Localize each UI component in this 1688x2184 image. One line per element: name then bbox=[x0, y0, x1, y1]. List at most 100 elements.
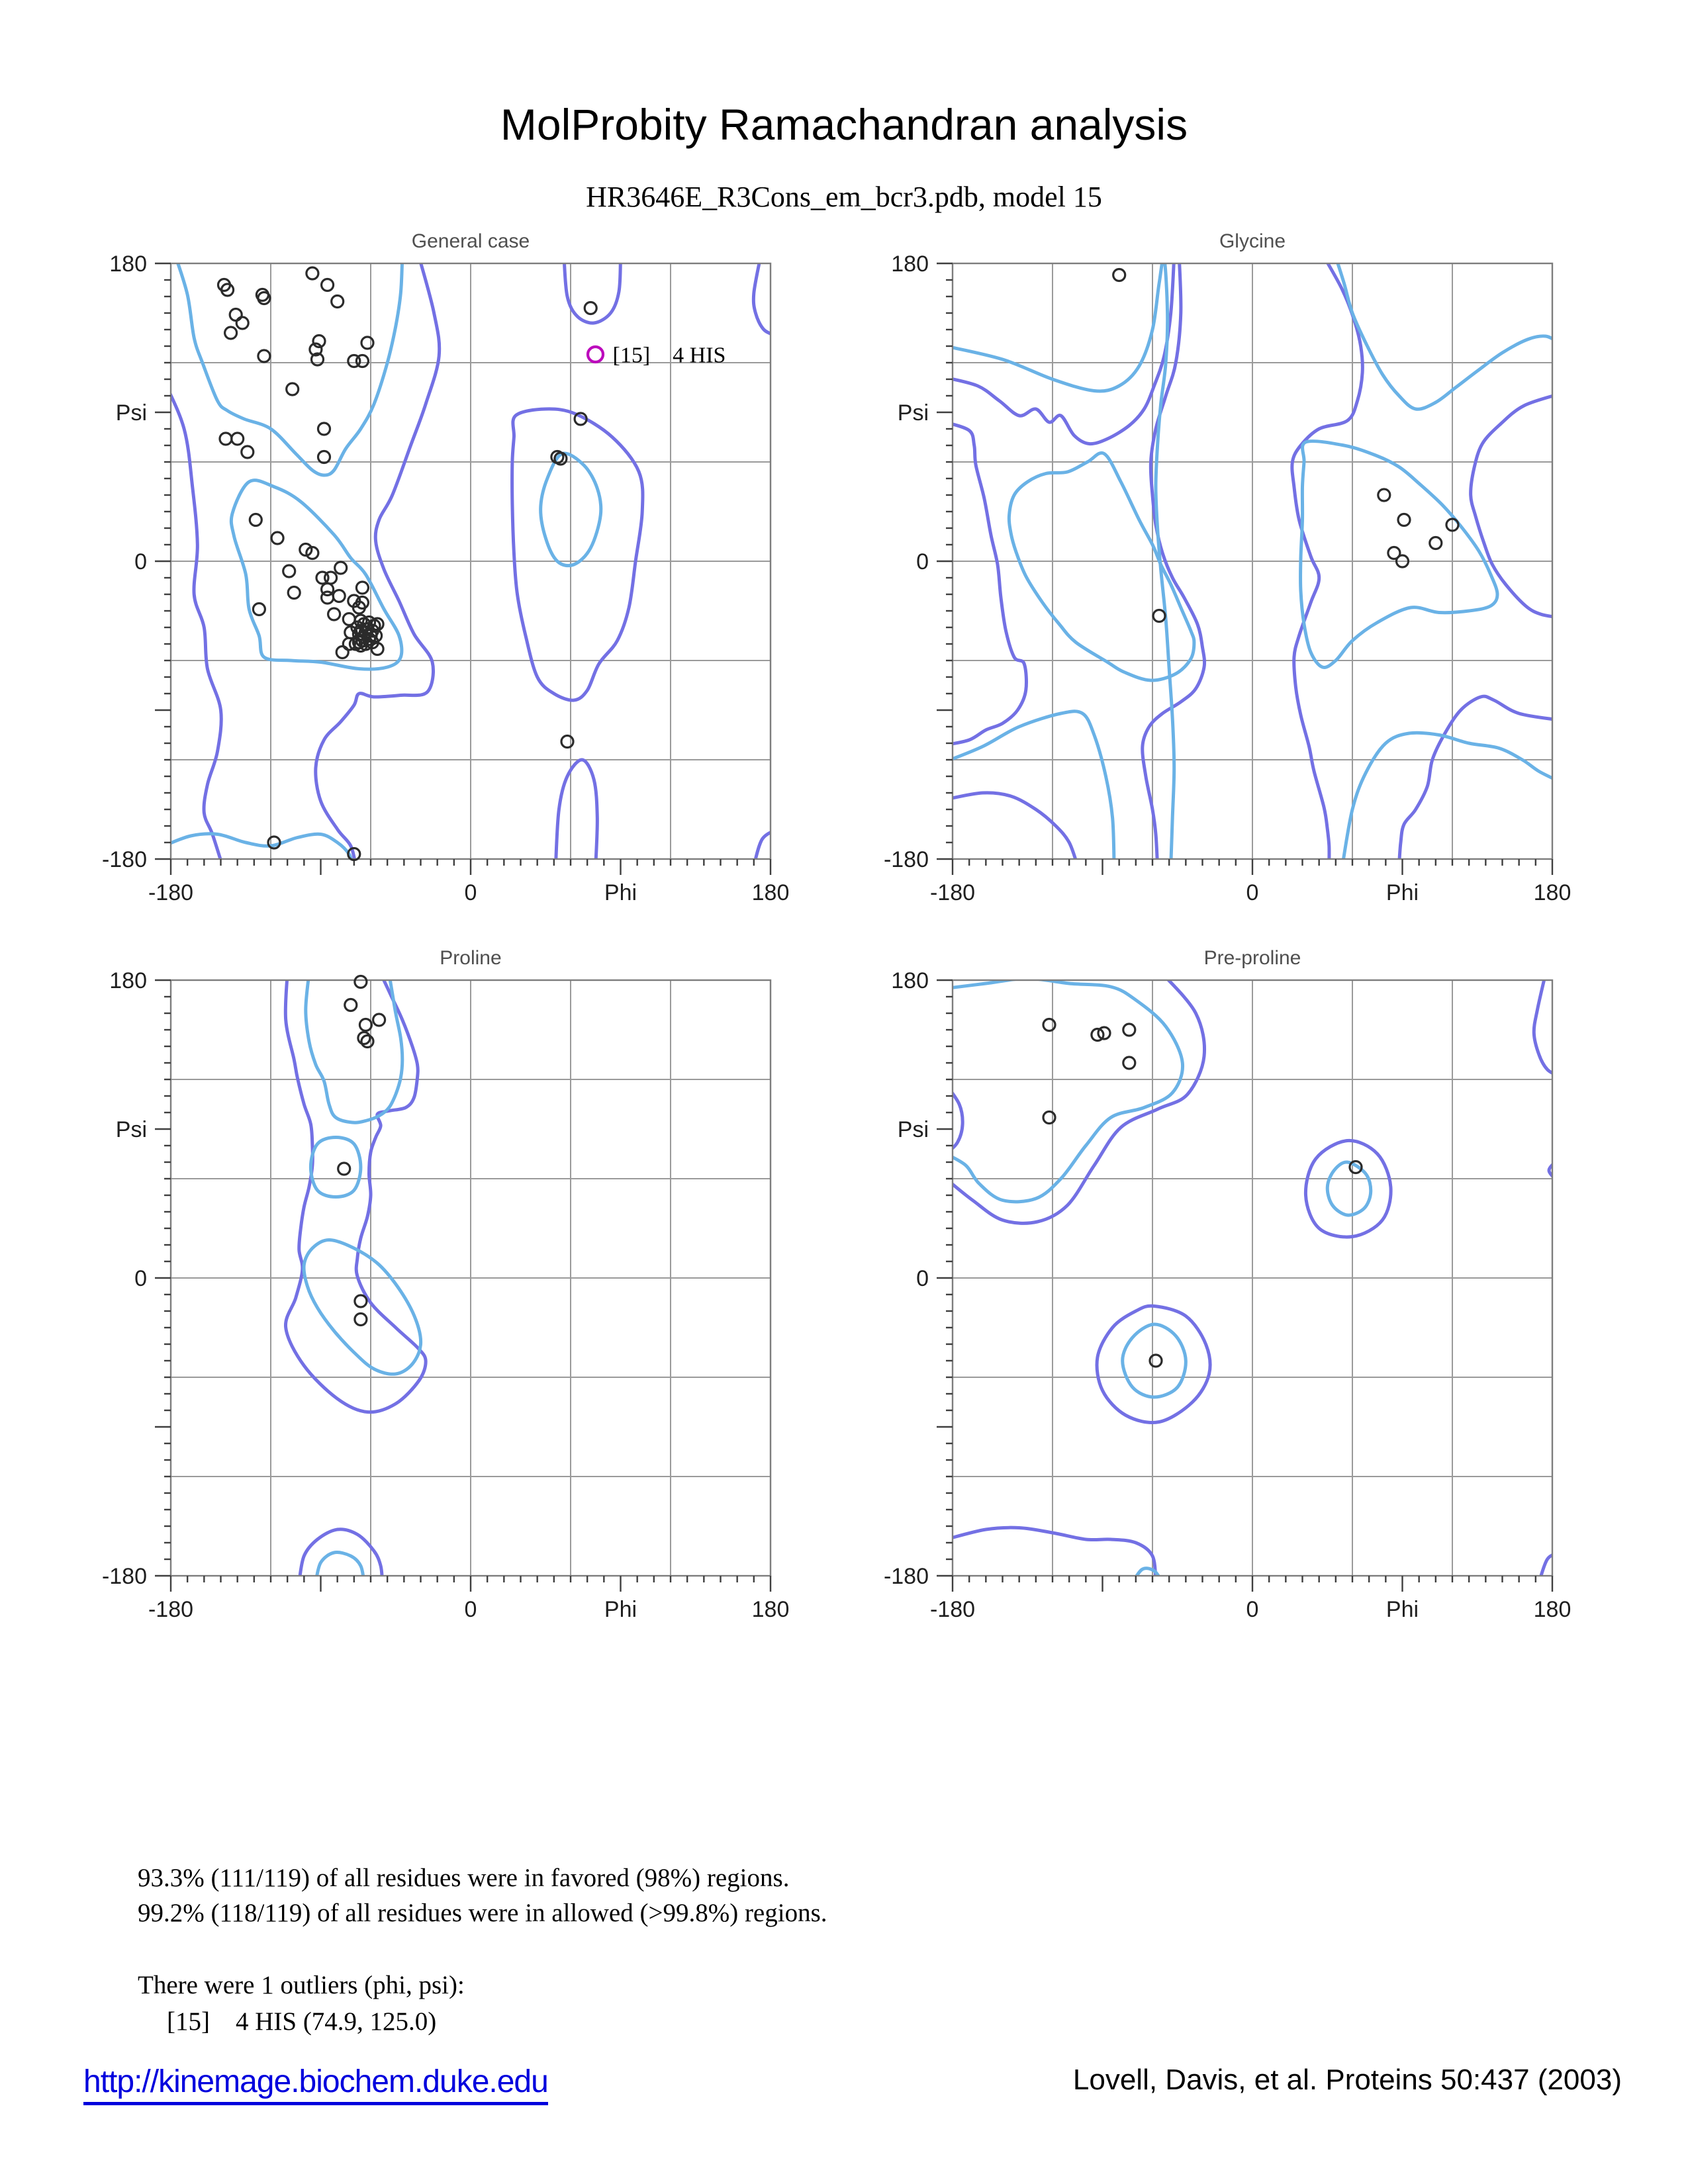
data-point bbox=[1377, 488, 1391, 502]
data-point bbox=[355, 353, 369, 369]
favored-contour bbox=[1342, 731, 1552, 859]
data-point bbox=[327, 607, 342, 621]
allowed-contour bbox=[1095, 1304, 1212, 1424]
allowed-contour bbox=[1547, 1162, 1552, 1179]
allowed-contour bbox=[510, 407, 645, 702]
data-point bbox=[1097, 1026, 1111, 1040]
data-point bbox=[1149, 1353, 1163, 1368]
data-point bbox=[228, 307, 243, 322]
data-point bbox=[360, 336, 375, 350]
y-tick-label: 180 bbox=[891, 968, 929, 993]
stat-favored: 93.3% (111/119) of all residues were in … bbox=[138, 1864, 790, 1892]
data-point bbox=[316, 449, 332, 465]
favored-contour bbox=[953, 709, 1116, 859]
data-point bbox=[573, 412, 588, 426]
y-tick-label: Psi bbox=[898, 1117, 929, 1142]
data-point bbox=[369, 628, 383, 643]
allowed-contour bbox=[751, 263, 771, 336]
x-tick-label: Phi bbox=[1386, 1597, 1419, 1622]
data-point bbox=[347, 353, 361, 369]
data-point bbox=[1090, 1027, 1105, 1042]
data-point bbox=[230, 432, 245, 446]
data-point bbox=[347, 846, 361, 862]
x-tick-label: -180 bbox=[930, 1597, 975, 1622]
data-point bbox=[1397, 512, 1411, 527]
data-point bbox=[218, 432, 233, 446]
favored-contour bbox=[176, 263, 404, 477]
data-point bbox=[270, 531, 285, 545]
data-point bbox=[353, 614, 368, 628]
data-point bbox=[1152, 608, 1166, 623]
favored-contour bbox=[1121, 1322, 1188, 1399]
allowed-contour bbox=[171, 391, 223, 859]
favored-contour bbox=[171, 832, 353, 859]
ticks bbox=[937, 979, 1554, 1592]
axis-labels: -180 0 Phi 180 180 Psi 0 -180 bbox=[102, 251, 789, 905]
data-point bbox=[1429, 535, 1443, 551]
panel-title: Proline bbox=[440, 947, 501, 969]
y-tick-label: 180 bbox=[891, 251, 929, 277]
data-points bbox=[216, 266, 598, 862]
data-points bbox=[1112, 267, 1460, 623]
panel-title: Pre-proline bbox=[1204, 947, 1301, 969]
favored-contour bbox=[1325, 1160, 1373, 1217]
data-point bbox=[1122, 1056, 1137, 1070]
x-tick-label: -180 bbox=[148, 880, 193, 905]
y-tick-label: -180 bbox=[102, 1564, 147, 1589]
allowed-contour bbox=[953, 791, 1078, 859]
x-tick-label: 0 bbox=[1246, 1597, 1259, 1622]
data-point bbox=[1348, 1160, 1363, 1175]
data-point bbox=[320, 582, 335, 597]
allowed-contour bbox=[1397, 694, 1552, 859]
data-point bbox=[583, 300, 598, 316]
data-point bbox=[248, 512, 263, 527]
data-point bbox=[324, 570, 338, 585]
y-tick-label: 0 bbox=[916, 1266, 929, 1291]
plot-glycine: Glycine -180 0 Phi 180 180 Psi 0 -180 bbox=[884, 230, 1571, 905]
data-point bbox=[553, 451, 568, 466]
data-point bbox=[330, 294, 345, 309]
data-point bbox=[344, 997, 358, 1013]
data-point bbox=[560, 734, 575, 749]
favored-contour bbox=[308, 1136, 363, 1199]
allowed-contour bbox=[1539, 1553, 1552, 1576]
data-point bbox=[223, 326, 238, 340]
data-point bbox=[299, 542, 313, 557]
y-tick-label: 180 bbox=[109, 251, 147, 277]
allowed-contour bbox=[953, 1090, 964, 1151]
data-point bbox=[1122, 1023, 1137, 1037]
allowed-contour bbox=[953, 1525, 1157, 1576]
favored-contour bbox=[302, 1238, 423, 1376]
grid bbox=[953, 263, 1552, 859]
stat-outlier-entry: [15] 4 HIS (74.9, 125.0) bbox=[167, 2007, 437, 2036]
x-tick-label: -180 bbox=[930, 880, 975, 905]
allowed-contour bbox=[953, 980, 1206, 1225]
data-point bbox=[1112, 267, 1127, 283]
ticks bbox=[155, 979, 772, 1592]
data-point bbox=[320, 277, 335, 293]
grid bbox=[171, 263, 771, 859]
y-tick-label: -180 bbox=[102, 847, 147, 872]
y-tick-label: -180 bbox=[884, 847, 929, 872]
data-point bbox=[315, 570, 330, 585]
citation: Lovell, Davis, et al. Proteins 50:437 (2… bbox=[1072, 2064, 1622, 2096]
allowed-contour bbox=[1532, 980, 1552, 1075]
data-point bbox=[353, 1294, 368, 1308]
data-point bbox=[337, 1161, 352, 1176]
data-point bbox=[308, 342, 323, 357]
data-point bbox=[1042, 1017, 1056, 1032]
stat-allowed: 99.2% (118/119) of all residues were in … bbox=[138, 1899, 827, 1927]
data-point bbox=[310, 352, 325, 367]
favored-contour bbox=[953, 980, 1185, 1204]
ticks bbox=[937, 262, 1554, 875]
x-tick-label: 0 bbox=[465, 880, 477, 905]
data-points bbox=[1042, 1017, 1363, 1368]
allowed-contour bbox=[1290, 263, 1364, 859]
favored-contour bbox=[539, 451, 603, 568]
data-point bbox=[353, 638, 368, 653]
data-point bbox=[312, 334, 326, 349]
x-tick-label: -180 bbox=[148, 1597, 193, 1622]
y-tick-label: 0 bbox=[134, 1266, 147, 1291]
kinemage-link[interactable]: http://kinemage.biochem.duke.edu bbox=[83, 2064, 549, 2105]
allowed-contour bbox=[753, 830, 771, 859]
